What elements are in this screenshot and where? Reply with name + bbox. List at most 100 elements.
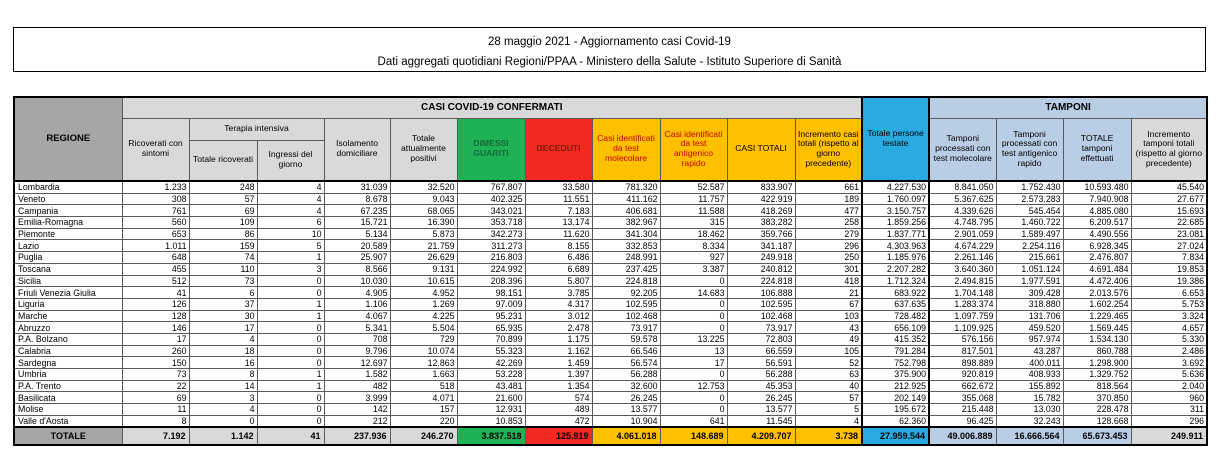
value-cell: 69 (121, 391, 190, 405)
group-header-terapia-intensiva: Terapia intensiva (188, 117, 325, 141)
value-cell: 19.853 (1130, 262, 1208, 276)
value-cell: 2.207.282 (861, 262, 931, 276)
value-cell: 656.109 (861, 321, 931, 334)
value-cell: 408.933 (995, 368, 1064, 381)
value-cell: 14.683 (659, 286, 728, 299)
value-cell: 19.386 (1130, 274, 1208, 288)
value-cell: 833.907 (726, 179, 796, 194)
value-cell: 418.269 (726, 204, 796, 218)
value-cell: 30 (188, 309, 258, 323)
value-cell: 215.661 (995, 251, 1064, 264)
value-cell: 67 (794, 297, 863, 311)
region-name: Piemonte (13, 227, 123, 241)
value-cell: 279 (794, 227, 863, 241)
value-cell: 7.183 (524, 204, 593, 218)
value-cell: 159 (188, 239, 258, 253)
value-cell: 4.691.484 (1062, 262, 1132, 276)
value-cell: 574 (524, 391, 593, 405)
value-cell: 10.030 (323, 274, 391, 288)
value-cell: 309.428 (995, 286, 1064, 299)
value-cell: 1.712.324 (861, 274, 931, 288)
value-cell: 212 (323, 414, 391, 428)
value-cell: 2.478 (524, 321, 593, 334)
totale-value-cell: 249.911 (1130, 426, 1208, 446)
value-cell: 560 (121, 216, 190, 229)
value-cell: 32.520 (389, 179, 458, 194)
value-cell: 1.051.124 (995, 262, 1064, 276)
table-row: Umbria 73 8 1 1.582 1.663 53.228 1.397 56.288 0 56… (13, 368, 1208, 381)
value-cell: 55.323 (456, 344, 526, 358)
value-cell: 1.233 (121, 179, 190, 194)
value-cell: 4 (188, 403, 258, 416)
value-cell: 4.472.406 (1062, 274, 1132, 288)
value-cell: 195.672 (861, 403, 931, 416)
value-cell: 42.269 (456, 356, 526, 369)
value-cell: 4.905 (323, 286, 391, 299)
value-cell: 1.106 (323, 297, 391, 311)
value-cell: 9.043 (389, 192, 458, 206)
col-header-deceduti: DECEDUTI (524, 117, 593, 182)
value-cell: 10.074 (389, 344, 458, 358)
region-name: Friuli Venezia Giulia (13, 286, 123, 299)
value-cell: 3.150.757 (861, 204, 931, 218)
title-box: 28 maggio 2021 - Aggiornamento casi Covi… (13, 27, 1206, 72)
value-cell: 641 (659, 414, 728, 428)
value-cell: 250 (794, 251, 863, 264)
table-row: Piemonte 653 86 10 5.134 5.873 342.273 11.620 34… (13, 227, 1208, 241)
value-cell: 102.595 (726, 297, 796, 311)
col-header-tamponi-molecolare: Tamponi processati con test molecolare (928, 117, 997, 182)
value-cell: 12.863 (389, 356, 458, 369)
value-cell: 1 (256, 368, 325, 381)
value-cell: 1.760.097 (861, 192, 931, 206)
col-header-isolamento: Isolamento domiciliare (323, 117, 391, 182)
value-cell: 16 (188, 356, 258, 369)
table-row: Toscana 455 110 3 8.566 9.131 224.992 6.689 237.… (13, 262, 1208, 276)
value-cell: 13.030 (995, 403, 1064, 416)
value-cell: 62.360 (861, 414, 931, 428)
table-row: Sicilia 512 73 0 10.030 10.615 208.396 5.807 224… (13, 274, 1208, 288)
value-cell: 960 (1130, 391, 1208, 405)
value-cell: 5.504 (389, 321, 458, 334)
value-cell: 5.341 (323, 321, 391, 334)
value-cell: 68.065 (389, 204, 458, 218)
value-cell: 2.476.807 (1062, 251, 1132, 264)
region-name: Molise (13, 403, 123, 416)
value-cell: 0 (659, 403, 728, 416)
table-row: P.A. Trento 22 14 1 482 518 43.481 1.354 32.600 1… (13, 379, 1208, 393)
value-cell: 1.977.591 (995, 274, 1064, 288)
col-header-totale-ricoverati: Totale ricoverati (188, 139, 258, 182)
value-cell: 43.481 (456, 379, 526, 393)
col-header-ricoverati: Ricoverati con sintomi (121, 117, 190, 182)
value-cell: 2.901.059 (928, 227, 997, 241)
value-cell: 1.460.722 (995, 216, 1064, 229)
value-cell: 459.520 (995, 321, 1064, 334)
value-cell: 103 (794, 309, 863, 323)
value-cell: 1.109.925 (928, 321, 997, 334)
value-cell: 26.629 (389, 251, 458, 264)
value-cell: 382.967 (591, 216, 661, 229)
value-cell: 5.367.625 (928, 192, 997, 206)
value-cell: 41 (121, 286, 190, 299)
value-cell: 10.593.480 (1062, 179, 1132, 194)
region-name: Lazio (13, 239, 123, 253)
value-cell: 3.387 (659, 262, 728, 276)
value-cell: 683.922 (861, 286, 931, 299)
value-cell: 66.559 (726, 344, 796, 358)
value-cell: 73.917 (726, 321, 796, 334)
value-cell: 43 (794, 321, 863, 334)
col-header-attualmente-positivi: Totale attualmente positivi (389, 117, 458, 182)
value-cell: 1 (256, 251, 325, 264)
value-cell: 3.785 (524, 286, 593, 299)
value-cell: 4.225 (389, 309, 458, 323)
value-cell: 74 (188, 251, 258, 264)
value-cell: 102.468 (726, 309, 796, 323)
value-cell: 1.589.497 (995, 227, 1064, 241)
value-cell: 27.677 (1130, 192, 1208, 206)
value-cell: 72.803 (726, 332, 796, 346)
value-cell: 3.324 (1130, 309, 1208, 323)
value-cell: 1.602.254 (1062, 297, 1132, 311)
totale-value-cell: 4.209.707 (726, 426, 796, 446)
value-cell: 0 (256, 274, 325, 288)
value-cell: 26.245 (726, 391, 796, 405)
value-cell: 228.478 (1062, 403, 1132, 416)
